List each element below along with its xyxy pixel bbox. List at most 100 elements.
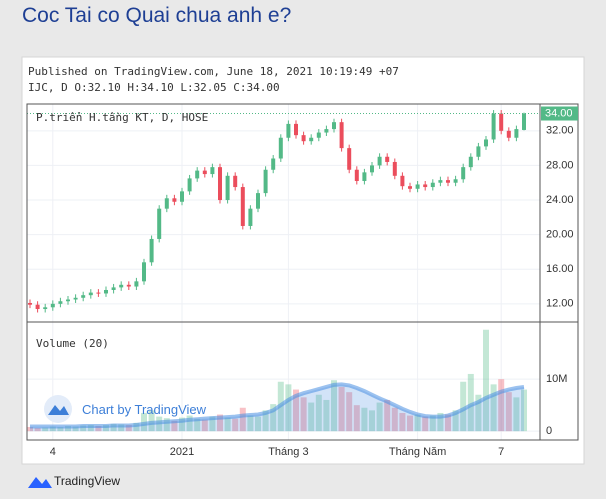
candle-body [164,198,169,209]
candle-body [423,184,428,188]
candle-body [484,139,488,147]
y-tick-label: 16.00 [546,263,574,275]
volume-bar [437,412,444,432]
volume-bar [452,410,459,432]
candle-body [453,179,458,183]
candle-body [149,238,154,263]
candle-body [377,156,382,166]
volume-bar [391,407,398,432]
candle-body [28,302,32,305]
candle-body [58,301,63,304]
volume-bar [429,415,436,432]
volume-bar [346,392,353,432]
candle-body [134,281,139,287]
volume-bar [308,402,315,432]
candle-body [210,167,215,175]
volume-bar [118,424,125,432]
volume-bar [217,414,223,432]
candle-body [256,193,260,209]
volume-tick-label: 0 [546,425,552,437]
candle-body [301,135,306,142]
footer-logo [28,477,52,488]
published-line: Published on TradingView.com, June 18, 2… [28,65,399,78]
volume-bar [498,379,505,432]
candle-body [180,191,184,202]
candle-body [438,180,443,183]
candle-body [142,262,146,282]
candle-body [408,186,412,189]
volume-bar [338,386,345,432]
volume-bar [505,392,512,432]
candle-body [347,148,352,170]
volume-bar [460,381,467,432]
y-tick-label: 20.00 [546,229,574,241]
volume-bar [521,389,527,432]
candle-body [96,292,101,294]
candle-body [370,165,374,173]
volume-bar [133,422,140,432]
candle-body [278,137,283,159]
candle-body [339,122,344,149]
volume-bar [422,416,429,432]
candle-body [499,113,504,131]
candle-body [309,137,314,142]
candle-body [354,169,359,181]
volume-bar [65,425,71,432]
candle-body [468,156,473,168]
volume-bar [285,384,292,432]
candle-body [195,170,200,179]
candle-body [187,178,192,192]
volume-bar [255,416,261,432]
candle-body [35,304,40,310]
candle-body [476,146,481,157]
volume-bar [315,394,322,432]
y-tick-label: 28.00 [546,159,574,171]
y-tick-label: 24.00 [546,194,574,206]
candle-body [50,303,55,308]
volume-bar [42,427,49,432]
volume-title: Volume (20) [36,337,109,350]
volume-bar [171,420,178,432]
candle-body [491,113,496,140]
candle-body [225,175,230,201]
volume-tick-label: 10M [546,373,567,385]
pane-border [26,103,579,441]
candle-body [446,180,450,183]
candle-body [88,292,93,296]
candle-body [66,299,70,302]
volume-bar [95,425,102,432]
volume-bar [323,399,330,432]
candle-body [81,295,86,298]
volume-bar [414,414,421,432]
candle-body [362,172,367,181]
volume-bar [361,407,368,432]
candle-body [73,297,78,300]
pane-title: P.triển H.tầng KT, D, HOSE [36,111,208,124]
candle-body [248,208,253,226]
candle-body [172,198,177,202]
volume-bar [270,404,277,432]
volume-bar [80,425,87,432]
candle-body [415,184,420,189]
x-tick-label: Tháng Năm [389,446,446,458]
volume-bar [103,424,109,432]
post-title: Coc Tai co Quai chua anh e? [22,4,292,27]
volume-bar [483,329,489,432]
volume-bar [232,418,239,432]
candle-body [324,129,329,133]
volume-bar [262,410,269,432]
watermark: Chart by TradingView [82,402,207,417]
candle-body [461,167,466,180]
candle-body [233,175,238,188]
candle-body [316,132,321,138]
candle-body [157,208,162,239]
candle-body [332,122,336,130]
y-tick-label: 32.00 [546,125,574,137]
candle-body [400,175,405,187]
candle-body [506,130,511,138]
ohlc-legend: IJC, D O:32.10 H:34.10 L:32.05 C:34.00 [28,81,280,94]
watermark-logo [44,395,72,423]
volume-bar [239,407,246,432]
volume-bar [148,410,155,432]
